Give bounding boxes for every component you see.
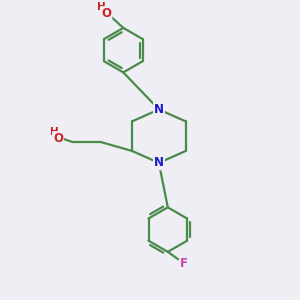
Text: F: F [180, 256, 188, 270]
Text: O: O [101, 7, 111, 20]
Text: O: O [53, 132, 63, 145]
Text: H: H [97, 2, 105, 11]
Text: H: H [50, 127, 59, 137]
Text: N: N [154, 103, 164, 116]
Text: N: N [154, 156, 164, 170]
